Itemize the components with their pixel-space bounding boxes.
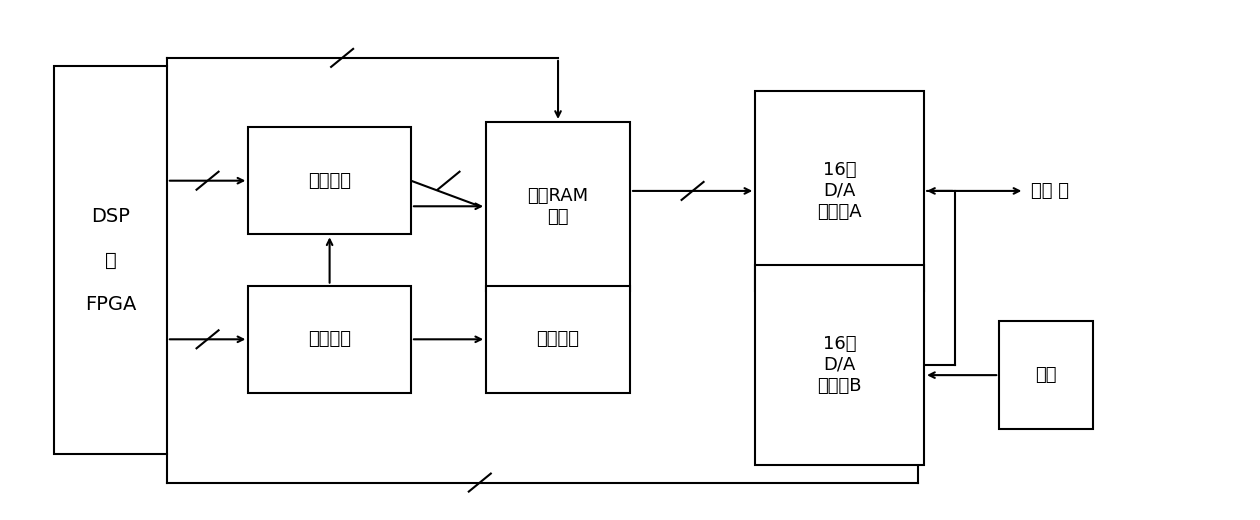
Bar — [486, 285, 630, 393]
Text: 晶振电路: 晶振电路 — [537, 330, 580, 348]
Bar — [54, 66, 166, 454]
Text: 分频电路: 分频电路 — [309, 330, 352, 348]
Text: 输出 ～: 输出 ～ — [1031, 182, 1068, 200]
Bar — [999, 321, 1094, 429]
Text: 16位
D/A
转换器B: 16位 D/A 转换器B — [818, 335, 862, 395]
Text: DSP

或

FPGA: DSP 或 FPGA — [84, 206, 136, 314]
Bar — [248, 127, 411, 235]
Bar — [486, 122, 630, 291]
Text: 基准: 基准 — [1036, 366, 1057, 384]
Text: 双口RAM
单元: 双口RAM 单元 — [528, 187, 588, 226]
Text: 16位
D/A
转换器A: 16位 D/A 转换器A — [818, 161, 862, 220]
Bar — [248, 285, 411, 393]
Bar — [755, 265, 924, 465]
Bar — [755, 91, 924, 291]
Text: 扫描电路: 扫描电路 — [309, 172, 352, 190]
